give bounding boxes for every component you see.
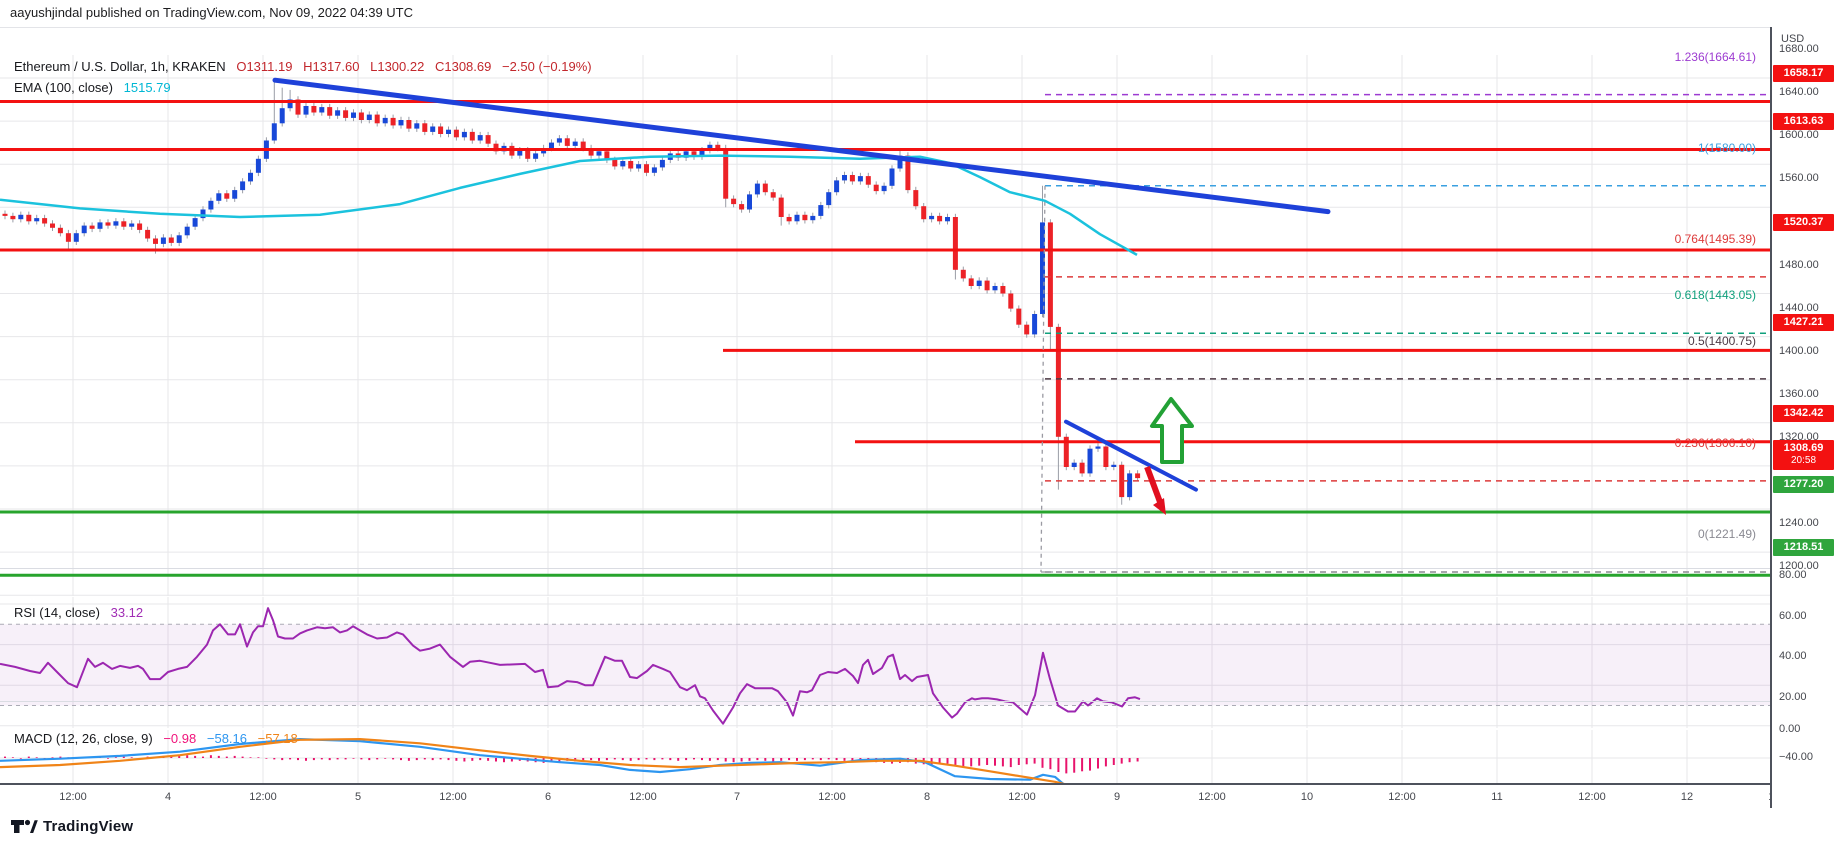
time-tick-label: 6 [544, 791, 552, 803]
tradingview-brand-text: TradingView [43, 817, 134, 835]
ema-label: EMA (100, close) [14, 80, 113, 95]
countdown: 20:58 [1790, 455, 1817, 467]
price-badge-1218.51: 1218.51 [1773, 538, 1834, 556]
rsi-line [0, 607, 1141, 725]
price-axis-currency: USD [1781, 33, 1805, 45]
ohlc-high: H1317.60 [303, 59, 360, 74]
time-tick-label: 12:00 [1578, 791, 1606, 803]
time-axis[interactable]: 12:00 4 12:00 5 12:00 6 12:00 7 12:00 8 12:00 9 12:0… [0, 783, 1834, 810]
gridlines [0, 55, 1770, 810]
macd-signal-line [0, 738, 1133, 800]
time-tick-label: 12:00 [818, 791, 846, 803]
ohlc-close: C1308.69 [434, 59, 492, 74]
price-badge-1658.17: 1658.17 [1773, 65, 1834, 82]
trendline-2[interactable] [1064, 419, 1198, 492]
macd-line-value: −58.16 [206, 731, 247, 746]
ohlc-low: L1300.22 [370, 59, 425, 74]
price-tick-label: 1560.00 [1779, 172, 1819, 185]
pane-separator-macd[interactable] [0, 701, 1834, 702]
price-tick-label: 1440.00 [1779, 301, 1819, 314]
price-tick-label: 1360.00 [1779, 387, 1819, 400]
symbol-title: Ethereum / U.S. Dollar, 1h, KRAKEN [14, 59, 226, 74]
tradingview-logo-icon [11, 819, 38, 833]
chart-canvas[interactable] [0, 28, 1770, 836]
price-badge-1342.42: 1342.42 [1773, 405, 1834, 423]
up-arrow-drawing[interactable] [1150, 397, 1194, 464]
time-tick-label: 12:00 [1198, 791, 1226, 803]
time-tick-label: 12:00 [59, 791, 87, 803]
price-tick-label: 1680.00 [1779, 43, 1819, 55]
price-badge-1427.21: 1427.21 [1773, 313, 1834, 331]
macd-signal-value: −57.18 [257, 731, 298, 746]
symbol-legend[interactable]: Ethereum / U.S. Dollar, 1h, KRAKEN O1311… [14, 59, 599, 74]
tradingview-footer: TradingView [10, 813, 133, 839]
price-tick-label: 1640.00 [1779, 86, 1819, 99]
published-line: aayushjindal published on TradingView.co… [10, 5, 414, 20]
price-tick-label: 1480.00 [1779, 258, 1819, 271]
price-tick-label: 1240.00 [1779, 517, 1819, 530]
ema-legend[interactable]: EMA (100, close) 1515.79 [14, 80, 178, 95]
support-resistance-lines[interactable] [0, 100, 1770, 577]
price-tick-label: 1320.00 [1779, 430, 1819, 443]
ema-value: 1515.79 [123, 80, 171, 95]
down-arrow-drawing[interactable] [1144, 465, 1166, 515]
macd-label: MACD (12, 26, close, 9) [14, 731, 153, 746]
price-tick-label: 1200.00 [1779, 560, 1819, 573]
chart-area[interactable]: Ethereum / U.S. Dollar, 1h, KRAKEN O1311… [0, 27, 1834, 810]
macd-hist-value: −0.98 [163, 731, 197, 746]
price-badge-1308.69: 1308.69 20:58 [1773, 440, 1834, 471]
rsi-value: 33.12 [110, 605, 144, 620]
price-badge-1277.20: 1277.20 [1773, 475, 1834, 493]
price-badge-1520.37: 1520.37 [1773, 213, 1834, 231]
time-tick-label: 12:00 [1008, 791, 1036, 803]
macd-tick-label: 0.00 [1779, 723, 1801, 735]
time-tick-label: 5 [354, 791, 362, 803]
rsi-legend[interactable]: RSI (14, close) 33.12 [14, 605, 150, 620]
ohlc-change: −2.50 (−0.19%) [501, 59, 592, 74]
time-tick-label: 4 [164, 791, 172, 803]
price-tick-label: 1400.00 [1779, 344, 1819, 357]
macd-legend[interactable]: MACD (12, 26, close, 9) −0.98 −58.16 −57… [14, 731, 305, 746]
rsi-label: RSI (14, close) [14, 605, 100, 620]
fib-retracement[interactable] [1040, 93, 1770, 573]
price-tick-label: 1600.00 [1779, 129, 1819, 142]
time-tick-label: 12:00 [439, 791, 467, 803]
rsi-tick-label: 20.00 [1779, 690, 1807, 703]
time-tick-label: 10 [1300, 791, 1314, 803]
publish-header: aayushjindal published on TradingView.co… [10, 5, 413, 20]
ema-line [0, 154, 1138, 256]
time-tick-label: 8 [923, 791, 931, 803]
time-tick-label: 12:00 [249, 791, 277, 803]
macd-tick-label: −40.00 [1779, 751, 1813, 763]
time-tick-label: 12:00 [1388, 791, 1416, 803]
price-axis[interactable]: USD 1680.00 1640.00 1600.00 1560.00 1480.00 1… [1770, 27, 1834, 808]
rsi-tick-label: 40.00 [1779, 650, 1807, 663]
price-badge-1613.63: 1613.63 [1773, 113, 1834, 130]
ohlc-open: O1311.19 [236, 59, 293, 74]
rsi-tick-label: 60.00 [1779, 609, 1807, 622]
rsi-band [0, 623, 1770, 706]
time-tick-label: 11 [1491, 791, 1503, 803]
pane-separator-rsi[interactable] [0, 568, 1834, 569]
time-tick-label: 12 [1680, 791, 1694, 803]
time-tick-label: 9 [1113, 791, 1121, 803]
rsi-tick-label: 80.00 [1779, 569, 1807, 581]
trendline-1[interactable] [272, 77, 1331, 215]
time-tick-label: 12:00 [629, 791, 657, 803]
time-tick-label: 7 [733, 791, 741, 803]
